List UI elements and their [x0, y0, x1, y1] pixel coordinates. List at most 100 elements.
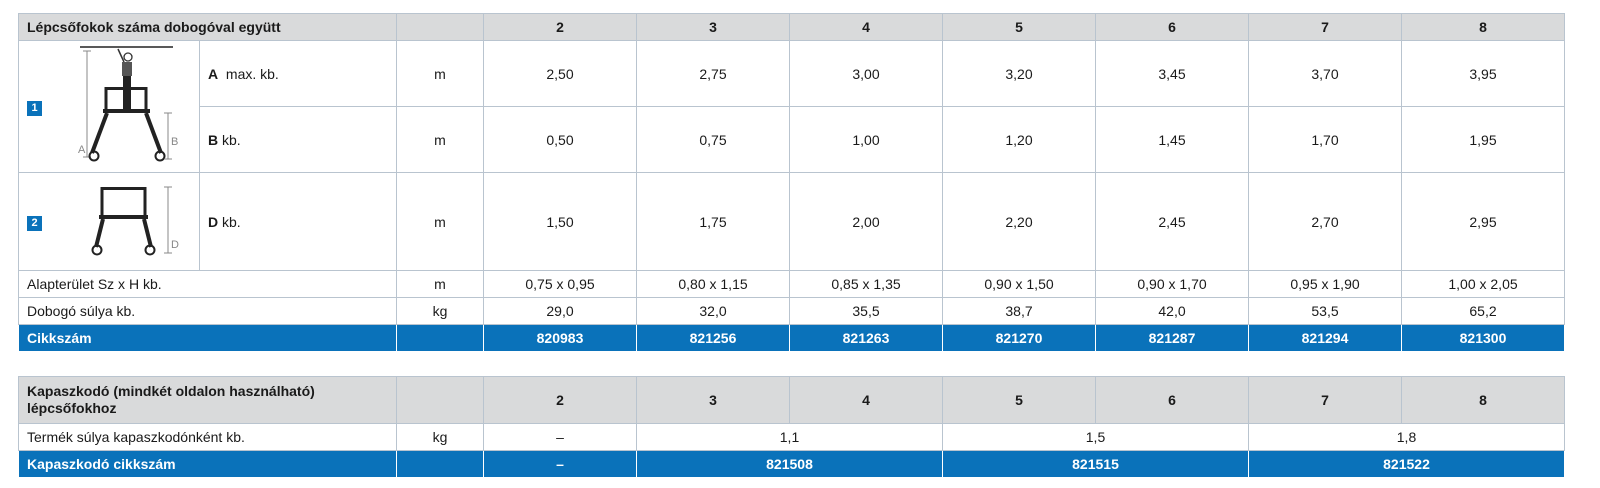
label-a: A max. kb.: [199, 40, 397, 107]
value-cell: 0,75 x 0,95: [483, 270, 637, 298]
header-col: 4: [789, 376, 943, 424]
value-cell: 0,75: [636, 106, 790, 173]
value-cell: 3,95: [1401, 40, 1565, 107]
table-spacer: [19, 352, 1565, 377]
platform-icon: D: [91, 186, 179, 256]
header-col: 6: [1095, 13, 1249, 41]
header-title: Lépcsőfokok száma dobogóval együtt: [18, 13, 397, 41]
value-cell: 1,70: [1248, 106, 1402, 173]
unit-cell: m: [396, 106, 484, 173]
handrail-header-title: Kapaszkodó (mindkét oldalon használható)…: [18, 376, 397, 424]
label-d: D kb.: [199, 172, 397, 271]
header-col: 2: [483, 13, 637, 41]
header-col: 7: [1248, 13, 1402, 41]
badge-cell: 1: [18, 40, 50, 173]
dimension-letter-d: D: [171, 239, 179, 251]
value-cell: 1,1: [636, 423, 943, 451]
label-d-text: kb.: [222, 213, 241, 230]
value-cell: 3,70: [1248, 40, 1402, 107]
handrail-weight-label: Termék súlya kapaszkodónként kb.: [18, 423, 397, 451]
value-cell: 1,20: [942, 106, 1096, 173]
value-cell: 42,0: [1095, 297, 1249, 325]
header-col: 8: [1401, 376, 1565, 424]
value-cell: 1,45: [1095, 106, 1249, 173]
table-row-a: 1 A: [18, 40, 1565, 173]
value-cell: 1,00: [789, 106, 943, 173]
value-cell: 0,90 x 1,70: [1095, 270, 1249, 298]
value-cell: 0,80 x 1,15: [636, 270, 790, 298]
dimension-letter-a: A: [78, 144, 86, 156]
unit-cell: m: [396, 270, 484, 298]
header-col: 3: [636, 376, 790, 424]
value-cell: 38,7: [942, 297, 1096, 325]
article-number: 821287: [1095, 324, 1249, 352]
handrail-article-label: Kapaszkodó cikkszám: [18, 450, 397, 478]
badge-2: 2: [27, 215, 42, 231]
value-cell: 2,50: [483, 40, 637, 107]
label-a-text: max. kb.: [225, 65, 279, 82]
value-cell: 2,75: [636, 40, 790, 107]
article-number: 820983: [483, 324, 637, 352]
value-cell: 65,2: [1401, 297, 1565, 325]
value-cell: 1,8: [1248, 423, 1565, 451]
value-cell: 35,5: [789, 297, 943, 325]
handrail-header-row: Kapaszkodó (mindkét oldalon használható)…: [18, 376, 1565, 424]
table-row-d: 2 D D kb. m 1,50 1,75 2,00 2,20 2,45: [18, 172, 1565, 271]
label-b: B kb.: [199, 106, 397, 173]
area-label: Alapterület Sz x H kb.: [18, 270, 397, 298]
value-cell: 3,00: [789, 40, 943, 107]
value-cell: 2,70: [1248, 172, 1402, 271]
header-col: 2: [483, 376, 637, 424]
weight-label: Dobogó súlya kb.: [18, 297, 397, 325]
value-cell: 0,90 x 1,50: [942, 270, 1096, 298]
article-number: 821270: [942, 324, 1096, 352]
table-row-weight: Dobogó súlya kb. kg 29,0 32,0 35,5 38,7 …: [18, 297, 1565, 325]
value-cell: 1,00 x 2,05: [1401, 270, 1565, 298]
handrail-weight-row: Termék súlya kapaszkodónként kb. kg – 1,…: [18, 423, 1565, 451]
value-cell: 1,75: [636, 172, 790, 271]
header-unit-blank: [396, 376, 484, 424]
label-b-letter: B: [208, 131, 219, 148]
article-number: 821300: [1401, 324, 1565, 352]
header-col: 5: [942, 13, 1096, 41]
header-col: 6: [1095, 376, 1249, 424]
spec-table-container: Lépcsőfokok száma dobogóval együtt 2 3 4…: [18, 13, 1565, 478]
header-col: 3: [636, 13, 790, 41]
value-cell: 3,20: [942, 40, 1096, 107]
article-number: –: [483, 450, 637, 478]
label-d-letter: D: [208, 213, 219, 230]
label-a-letter: A: [208, 65, 219, 82]
value-cell: 0,95 x 1,90: [1248, 270, 1402, 298]
header-col: 8: [1401, 13, 1565, 41]
value-cell: 2,95: [1401, 172, 1565, 271]
value-cell: –: [483, 423, 637, 451]
header-unit-blank: [396, 13, 484, 41]
unit-cell: kg: [396, 297, 484, 325]
platform-image: D: [49, 172, 200, 271]
value-cell: 53,5: [1248, 297, 1402, 325]
platform-with-person-icon: A B: [78, 46, 178, 162]
header-col: 7: [1248, 376, 1402, 424]
value-cell: 3,45: [1095, 40, 1249, 107]
article-unit-blank: [396, 450, 484, 478]
value-cell: 0,85 x 1,35: [789, 270, 943, 298]
platform-with-person-image: A B: [49, 40, 200, 173]
spec-table: Lépcsőfokok száma dobogóval együtt 2 3 4…: [18, 13, 1565, 478]
unit-cell: m: [396, 40, 484, 107]
badge-cell: 2: [18, 172, 50, 271]
value-cell: 2,45: [1095, 172, 1249, 271]
table-header-row: Lépcsőfokok száma dobogóval együtt 2 3 4…: [18, 13, 1565, 41]
value-cell: 29,0: [483, 297, 637, 325]
value-cell: 0,50: [483, 106, 637, 173]
article-number: 821263: [789, 324, 943, 352]
badge-1: 1: [27, 100, 42, 116]
article-label: Cikkszám: [18, 324, 397, 352]
unit-cell: m: [396, 172, 484, 271]
article-unit-blank: [396, 324, 484, 352]
article-number: 821522: [1248, 450, 1565, 478]
article-number: 821256: [636, 324, 790, 352]
header-col: 5: [942, 376, 1096, 424]
handrail-article-row: Kapaszkodó cikkszám – 821508 821515 8215…: [18, 450, 1565, 478]
value-cell: 1,95: [1401, 106, 1565, 173]
table-row-article: Cikkszám 820983 821256 821263 821270 821…: [18, 324, 1565, 352]
